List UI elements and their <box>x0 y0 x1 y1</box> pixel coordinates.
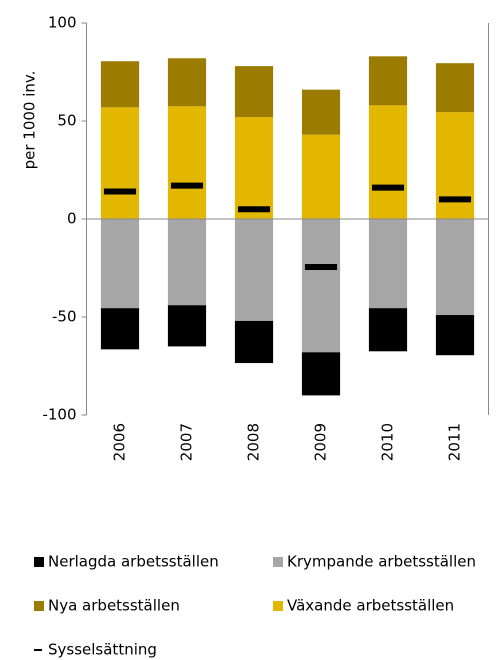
legend-label: Nerlagda arbetsställen <box>48 553 219 571</box>
x-tick-label: 2006 <box>111 423 129 461</box>
bar-segment <box>100 219 140 309</box>
y-tick-label: 50 <box>57 112 76 130</box>
bar-segment <box>301 219 341 353</box>
y-tick-label: 100 <box>48 14 77 32</box>
bar-segment <box>100 61 140 108</box>
y-tick-label: -100 <box>42 406 76 424</box>
bar-segment <box>167 219 207 306</box>
bar-segment <box>301 134 341 219</box>
x-tick-label: 2011 <box>446 423 464 461</box>
legend-label: Sysselsättning <box>48 641 157 659</box>
bar-segment <box>100 308 140 350</box>
bar-segment <box>234 66 274 118</box>
legend-label: Växande arbetsställen <box>287 597 454 615</box>
x-tick-label: 2009 <box>312 423 330 461</box>
bar-segment <box>435 63 475 113</box>
legend-label: Nya arbetsställen <box>48 597 180 615</box>
bar-segment <box>167 305 207 347</box>
legend-swatch <box>34 601 44 611</box>
legend-label: Krympande arbetsställen <box>287 553 476 571</box>
bar-segment <box>368 56 408 106</box>
bar-segment <box>435 112 475 219</box>
legend-swatch <box>273 601 283 611</box>
x-tick-label: 2008 <box>245 423 263 461</box>
y-tick-label: 0 <box>67 210 77 228</box>
bar-segment <box>234 117 274 219</box>
bar-segment <box>167 58 207 107</box>
bar-segment <box>368 219 408 309</box>
bar-segment <box>435 315 475 356</box>
bar-segment <box>234 219 274 321</box>
bar-segment <box>167 106 207 219</box>
legend-swatch <box>273 557 283 567</box>
y-tick-label: -50 <box>52 308 77 326</box>
bar-segment <box>368 105 408 219</box>
bar-segment <box>301 89 341 135</box>
legend-swatch <box>34 557 44 567</box>
bar-segment <box>234 320 274 364</box>
bar-segment <box>301 352 341 396</box>
bar-segment <box>435 219 475 316</box>
bar-segment <box>100 107 140 219</box>
bar-segment <box>368 308 408 352</box>
x-tick-label: 2010 <box>379 423 397 461</box>
x-tick-label: 2007 <box>178 423 196 461</box>
y-axis-label: per 1000 inv. <box>21 71 39 170</box>
